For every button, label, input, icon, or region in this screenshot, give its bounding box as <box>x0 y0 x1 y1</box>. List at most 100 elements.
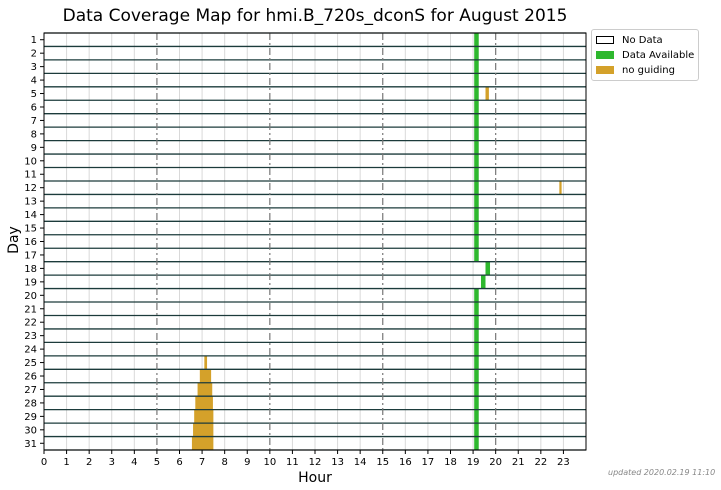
x-tick-label: 13 <box>331 457 344 468</box>
x-tick-label: 12 <box>309 457 322 468</box>
coverage-segment <box>194 409 214 424</box>
coverage-segment <box>474 342 479 356</box>
y-tick-label: 29 <box>24 412 37 423</box>
coverage-segment <box>474 86 479 101</box>
coverage-segment <box>474 221 479 235</box>
legend-label-no-guiding: no guiding <box>622 64 675 76</box>
x-tick-label: 7 <box>199 457 205 468</box>
coverage-segment <box>474 423 479 437</box>
coverage-segment <box>474 207 479 222</box>
coverage-segment <box>474 127 479 141</box>
legend-swatch-no-data <box>596 36 614 44</box>
y-tick-label: 16 <box>24 237 37 248</box>
y-tick-label: 2 <box>31 49 37 60</box>
y-tick-label: 12 <box>24 183 37 194</box>
coverage-segment <box>474 355 479 370</box>
x-tick-label: 11 <box>286 457 299 468</box>
y-tick-label: 28 <box>24 398 37 409</box>
coverage-segment <box>474 59 479 74</box>
x-tick-label: 17 <box>422 457 435 468</box>
coverage-segment <box>474 167 479 181</box>
legend-item-no-data: No Data <box>596 33 663 47</box>
y-tick-label: 10 <box>24 156 37 167</box>
y-tick-label: 18 <box>24 264 37 275</box>
coverage-segment <box>474 382 479 397</box>
coverage-segment <box>197 382 213 397</box>
x-tick-label: 4 <box>131 457 137 468</box>
y-tick-label: 25 <box>24 358 37 369</box>
coverage-segment <box>474 33 479 47</box>
x-tick-label: 3 <box>109 457 115 468</box>
coverage-segment <box>474 302 479 316</box>
coverage-segment <box>485 261 491 276</box>
y-tick-label: 7 <box>31 116 37 127</box>
coverage-segment <box>474 180 479 195</box>
y-tick-label: 9 <box>31 143 37 154</box>
y-tick-label: 24 <box>24 345 37 356</box>
x-tick-label: 23 <box>557 457 570 468</box>
x-tick-label: 8 <box>221 457 227 468</box>
y-tick-label: 23 <box>24 331 37 342</box>
x-tick-label: 2 <box>86 457 92 468</box>
chart-title: Data Coverage Map for hmi.B_720s_dconS f… <box>63 6 568 26</box>
y-tick-label: 31 <box>24 439 37 450</box>
coverage-segment <box>195 396 213 410</box>
x-tick-label: 0 <box>41 457 47 468</box>
y-tick-label: 15 <box>24 224 37 235</box>
x-tick-label: 21 <box>512 457 525 468</box>
legend-item-data-available: Data Available <box>596 48 694 62</box>
legend-swatch-no-guiding <box>596 66 614 74</box>
x-tick-label: 22 <box>534 457 547 468</box>
y-tick-label: 19 <box>24 277 37 288</box>
coverage-segment <box>474 140 479 155</box>
x-tick-label: 14 <box>354 457 367 468</box>
coverage-segment <box>474 234 479 249</box>
x-tick-label: 5 <box>154 457 160 468</box>
coverage-segment <box>474 113 479 128</box>
y-tick-label: 17 <box>24 250 37 261</box>
y-tick-label: 4 <box>31 76 37 87</box>
y-tick-label: 20 <box>24 291 37 302</box>
x-axis-label: Hour <box>298 470 332 486</box>
coverage-segment <box>480 275 486 289</box>
y-axis-label: Day <box>6 226 22 254</box>
y-tick-label: 21 <box>24 304 37 315</box>
y-tick-label: 14 <box>24 210 37 221</box>
x-tick-label: 16 <box>399 457 412 468</box>
coverage-segment <box>204 355 208 370</box>
y-tick-label: 3 <box>31 62 37 73</box>
coverage-segment <box>474 369 479 383</box>
legend-item-no-guiding: no guiding <box>596 63 675 77</box>
coverage-segment <box>474 396 479 410</box>
y-tick-label: 22 <box>24 318 37 329</box>
coverage-segment <box>474 436 479 450</box>
y-tick-label: 5 <box>31 89 37 100</box>
y-tick-label: 1 <box>31 35 37 46</box>
coverage-segment <box>199 369 212 383</box>
y-tick-label: 26 <box>24 372 37 383</box>
x-tick-label: 19 <box>467 457 480 468</box>
coverage-segment <box>193 423 214 437</box>
legend-label-no-data: No Data <box>622 34 663 46</box>
x-tick-label: 6 <box>176 457 182 468</box>
coverage-segment <box>474 248 479 262</box>
coverage-segment <box>474 46 479 60</box>
coverage-segment <box>474 194 479 208</box>
y-tick-label: 8 <box>31 129 37 140</box>
coverage-segment <box>474 288 479 303</box>
y-tick-label: 13 <box>24 197 37 208</box>
coverage-segment <box>474 409 479 424</box>
coverage-segment <box>474 328 479 343</box>
x-tick-label: 15 <box>376 457 389 468</box>
coverage-segment <box>474 154 479 168</box>
coverage-segment <box>559 180 562 195</box>
x-tick-label: 18 <box>444 457 457 468</box>
y-tick-label: 27 <box>24 385 37 396</box>
coverage-segment <box>474 100 479 114</box>
coverage-segment <box>485 86 489 101</box>
coverage-segment <box>474 73 479 87</box>
legend-swatch-data-available <box>596 51 614 59</box>
y-tick-label: 6 <box>31 102 37 113</box>
legend-label-data-available: Data Available <box>622 49 695 61</box>
